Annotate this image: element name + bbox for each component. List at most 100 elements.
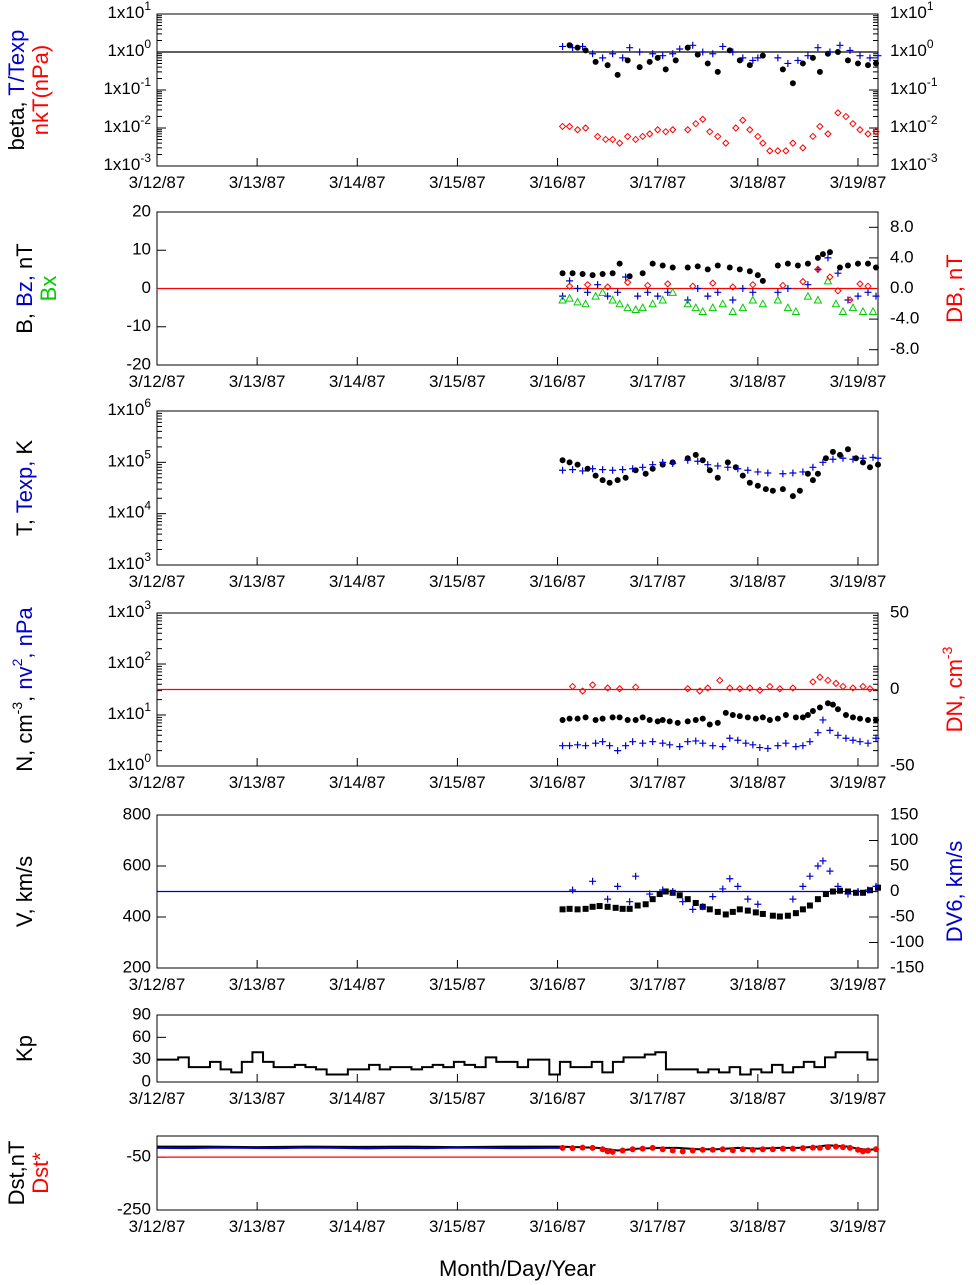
data-point [653,126,662,134]
data-point [614,71,621,78]
data-point [615,685,624,693]
data-point [709,279,717,287]
x-tick-label: 3/17/87 [629,773,686,792]
data-point [674,719,681,726]
y2-tick-label: -50 [890,906,915,925]
data-point [599,270,606,277]
panel-frame [156,1135,879,1211]
data-point [729,1147,736,1154]
data-point [662,66,669,73]
y2-tick-label: 1x10-3 [890,151,938,174]
data-point [659,1146,666,1153]
data-point [649,50,657,58]
data-point [704,684,712,692]
x-tick-label: 3/15/87 [429,173,486,192]
data-point [804,52,812,60]
data-point [574,461,581,468]
data-point [774,742,782,750]
x-tick-label: 3/19/87 [830,173,887,192]
data-point [634,902,641,909]
x-tick-label: 3/12/87 [129,372,186,391]
series-beta-1 [559,41,882,67]
data-point [719,1146,726,1153]
data-point [683,299,693,308]
y-tick-label: 90 [132,1004,151,1023]
data-point [816,68,823,75]
data-point [762,486,769,493]
data-point [759,910,766,917]
data-point [568,682,577,691]
data-point [752,715,759,722]
data-point [779,281,787,290]
data-point [799,906,806,913]
data-point [559,716,566,723]
data-point [728,306,738,315]
data-point [669,888,677,895]
data-point [859,682,867,691]
y-axis-label: B, Bz, nT [12,243,37,334]
data-point [649,896,656,903]
data-point [636,48,644,56]
data-point [806,872,814,880]
data-point [626,898,634,906]
data-point [806,902,813,909]
data-point [589,50,597,58]
data-point [736,685,744,693]
data-point [684,44,691,51]
data-point [574,741,582,749]
panel-density: 3/12/87 3/13/87 3/14/87 3/15/87 3/16/87 3/17/… [129,612,886,792]
data-point [809,477,816,484]
data-point [706,721,713,728]
data-point [694,457,702,465]
data-point [566,742,574,750]
data-point [679,898,687,906]
data-point [738,303,748,312]
data-point [864,62,871,69]
data-point [838,306,848,315]
data-point [692,119,700,128]
y2-tick-label: 50 [890,855,909,874]
data-point [584,288,592,296]
data-point [834,269,842,277]
series-density-1 [559,716,880,755]
x-tick-label: 3/16/87 [529,372,586,391]
data-point [579,467,587,475]
data-point [826,48,834,56]
data-point [809,678,817,686]
data-point [676,892,683,899]
data-point [569,886,577,894]
data-point [819,458,827,466]
panel-frame [156,410,879,566]
data-point [746,62,753,69]
x-tick-label: 3/17/87 [629,173,686,192]
data-point [722,709,729,716]
data-point [631,304,641,314]
data-point [752,909,759,916]
y2-tick-label: 100 [890,830,918,849]
data-point [759,1146,766,1153]
series-kp-0 [157,1051,878,1076]
data-point [639,463,647,471]
data-point [754,900,762,908]
data-point [759,139,767,147]
data-point [719,743,727,751]
y-tick-label: 1x102 [107,649,151,672]
data-point [623,132,632,141]
data-point [614,477,621,484]
data-point [636,64,643,71]
data-point [746,479,753,486]
data-point [579,270,586,277]
data-point [654,54,661,61]
data-point [764,745,772,753]
data-point [694,51,701,58]
x-tick-label: 3/14/87 [329,975,386,994]
data-point [799,742,807,750]
data-point [726,264,733,271]
data-point [859,1148,866,1155]
data-point [714,288,722,296]
data-point [826,726,834,734]
x-tick-label: 3/18/87 [729,1217,786,1236]
x-tick-label: 3/18/87 [729,173,786,192]
data-point [819,716,827,724]
data-point [565,282,574,290]
